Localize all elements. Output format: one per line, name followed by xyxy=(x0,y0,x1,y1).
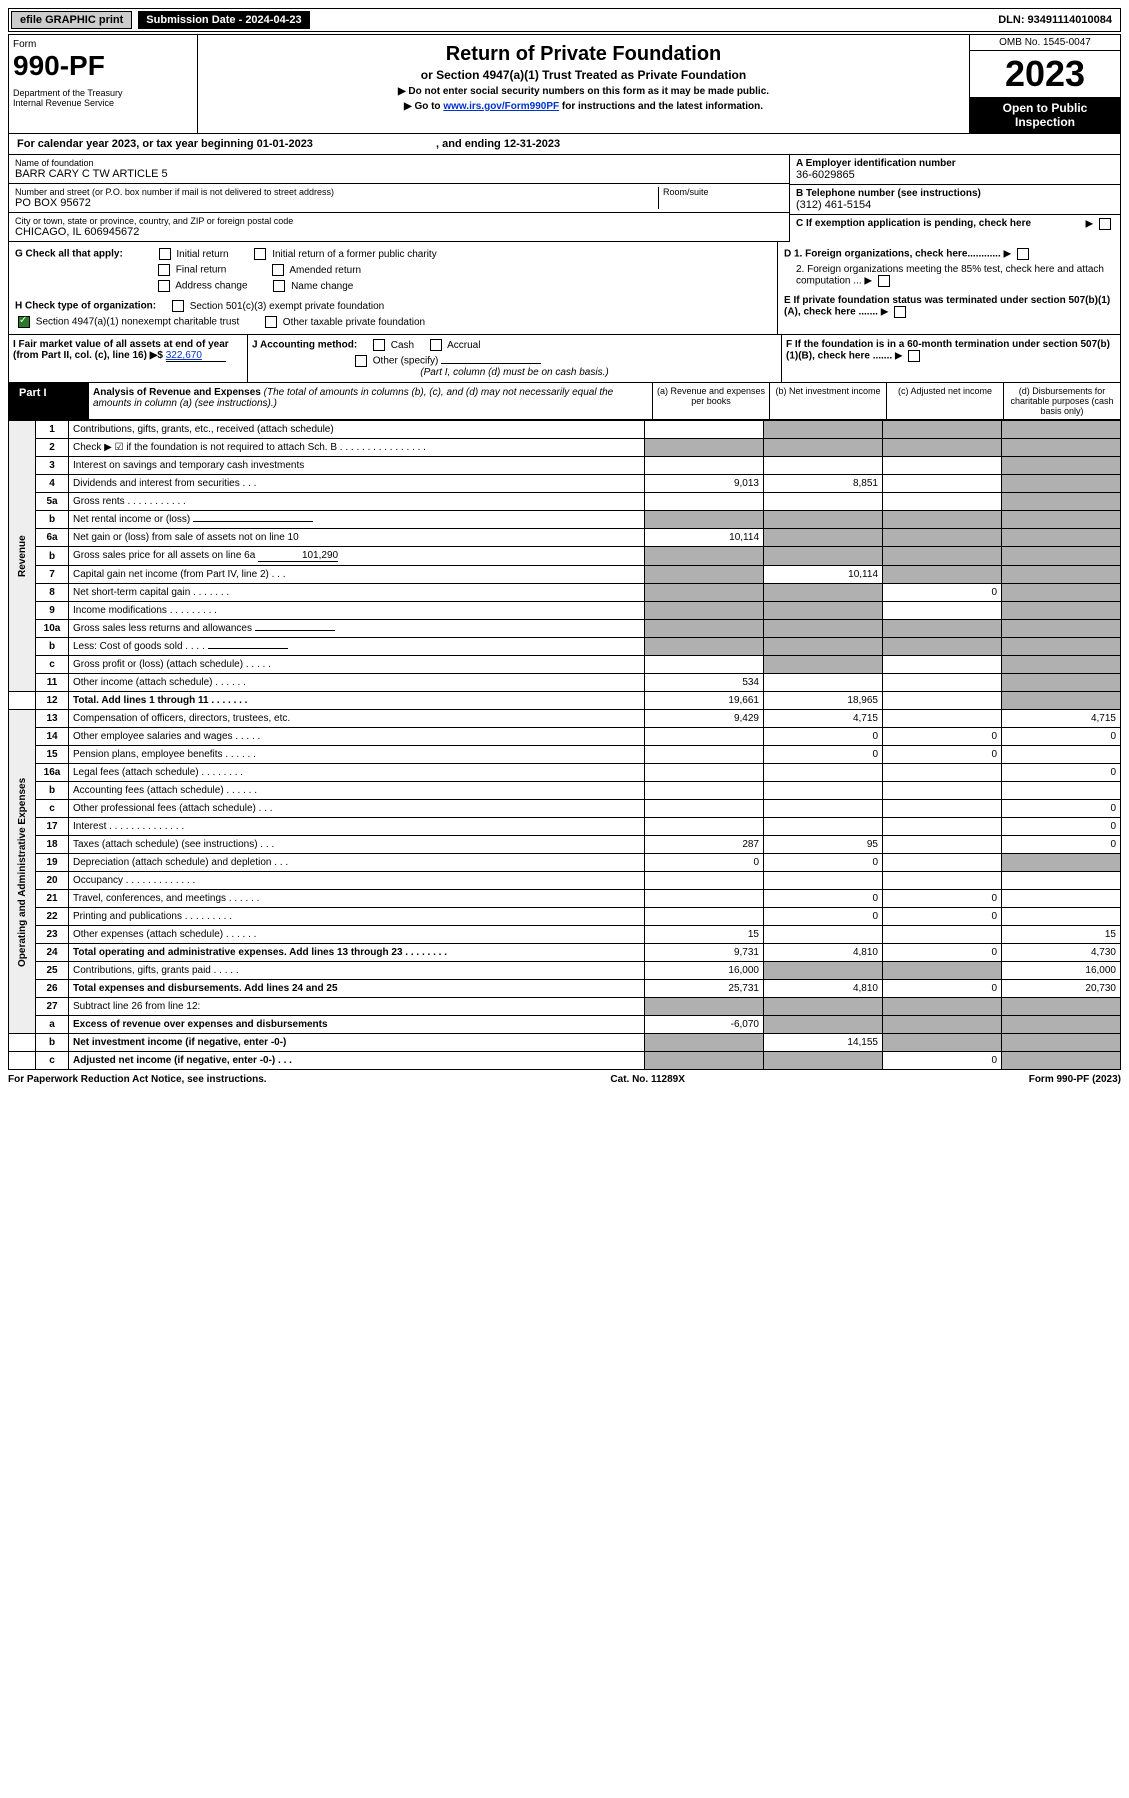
addr-label: Number and street (or P.O. box number if… xyxy=(15,187,658,197)
page-footer: For Paperwork Reduction Act Notice, see … xyxy=(8,1070,1121,1085)
foundation-name: BARR CARY C TW ARTICLE 5 xyxy=(15,168,783,180)
calendar-year-row: For calendar year 2023, or tax year begi… xyxy=(8,134,1121,155)
col-a-header: (a) Revenue and expenses per books xyxy=(652,383,769,419)
g-initial-former-checkbox[interactable] xyxy=(254,248,266,260)
g-final-checkbox[interactable] xyxy=(158,264,170,276)
ein: 36-6029865 xyxy=(796,169,1114,181)
e-label: E If private foundation status was termi… xyxy=(784,295,1110,318)
j-label: J Accounting method: xyxy=(252,340,357,351)
form-title: Return of Private Foundation xyxy=(204,43,963,66)
j-other-checkbox[interactable] xyxy=(355,355,367,367)
efile-print-button[interactable]: efile GRAPHIC print xyxy=(11,11,132,29)
form-subtitle: or Section 4947(a)(1) Trust Treated as P… xyxy=(204,68,963,82)
g-address-checkbox[interactable] xyxy=(158,280,170,292)
h-label: H Check type of organization: xyxy=(15,301,156,312)
dln: DLN: 93491114010084 xyxy=(998,14,1120,26)
j-cash-checkbox[interactable] xyxy=(373,339,385,351)
revenue-section-label: Revenue xyxy=(9,421,36,692)
g-label: G Check all that apply: xyxy=(15,249,123,260)
f-label: F If the foundation is in a 60-month ter… xyxy=(786,339,1110,362)
part1-label: Part I xyxy=(9,383,89,419)
footer-catno: Cat. No. 11289X xyxy=(610,1074,684,1085)
col-c-header: (c) Adjusted net income xyxy=(886,383,1003,419)
col-d-header: (d) Disbursements for charitable purpose… xyxy=(1003,383,1120,419)
d2-label: 2. Foreign organizations meeting the 85%… xyxy=(796,264,1104,287)
phone-label: B Telephone number (see instructions) xyxy=(796,188,1114,199)
instr2-post: for instructions and the latest informat… xyxy=(559,101,763,112)
d1-label: D 1. Foreign organizations, check here..… xyxy=(784,249,1001,260)
phone: (312) 461-5154 xyxy=(796,199,1114,211)
room-label: Room/suite xyxy=(663,187,783,197)
h-other-checkbox[interactable] xyxy=(265,316,277,328)
name-label: Name of foundation xyxy=(15,158,783,168)
instr-ssn: ▶ Do not enter social security numbers o… xyxy=(204,86,963,97)
j-accrual-checkbox[interactable] xyxy=(430,339,442,351)
footer-left: For Paperwork Reduction Act Notice, see … xyxy=(8,1074,267,1085)
omb-number: OMB No. 1545-0047 xyxy=(970,35,1120,51)
dept-treasury: Department of the Treasury Internal Reve… xyxy=(13,88,193,108)
d1-checkbox[interactable] xyxy=(1017,248,1029,260)
h-4947-checkbox[interactable] xyxy=(18,316,30,328)
g-initial-checkbox[interactable] xyxy=(159,248,171,260)
part1-title: Analysis of Revenue and Expenses xyxy=(93,387,261,398)
g-name-checkbox[interactable] xyxy=(273,280,285,292)
form-number: 990-PF xyxy=(13,50,193,82)
top-bar: efile GRAPHIC print Submission Date - 20… xyxy=(8,8,1121,32)
col-b-header: (b) Net investment income xyxy=(769,383,886,419)
instr2-pre: ▶ Go to xyxy=(404,101,443,112)
j-note: (Part I, column (d) must be on cash basi… xyxy=(252,367,777,378)
footer-formref: Form 990-PF (2023) xyxy=(1029,1074,1121,1085)
form-header: Form 990-PF Department of the Treasury I… xyxy=(8,34,1121,134)
c-label: C If exemption application is pending, c… xyxy=(796,218,1031,229)
irs-link[interactable]: www.irs.gov/Form990PF xyxy=(443,101,559,112)
i-value[interactable]: 322,670 xyxy=(166,350,226,362)
expenses-section-label: Operating and Administrative Expenses xyxy=(9,710,36,1034)
tax-year: 2023 xyxy=(970,51,1120,97)
f-checkbox[interactable] xyxy=(908,350,920,362)
ein-label: A Employer identification number xyxy=(796,158,1114,169)
open-public-badge: Open to Public Inspection xyxy=(970,97,1120,133)
e-checkbox[interactable] xyxy=(894,306,906,318)
d2-checkbox[interactable] xyxy=(878,275,890,287)
form-label: Form xyxy=(13,39,193,50)
c-checkbox[interactable] xyxy=(1099,218,1111,230)
g-amended-checkbox[interactable] xyxy=(272,264,284,276)
city-label: City or town, state or province, country… xyxy=(15,216,783,226)
h-501c3-checkbox[interactable] xyxy=(172,300,184,312)
address: PO BOX 95672 xyxy=(15,197,658,209)
submission-date: Submission Date - 2024-04-23 xyxy=(138,11,309,29)
city-state-zip: CHICAGO, IL 606945672 xyxy=(15,226,783,238)
part1-table: Revenue 1Contributions, gifts, grants, e… xyxy=(8,420,1121,1070)
